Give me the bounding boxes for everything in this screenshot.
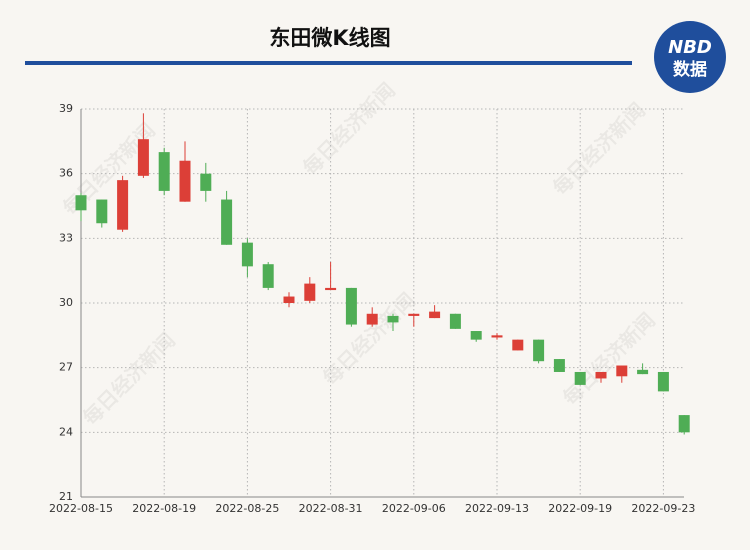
logo-top: NBD xyxy=(668,37,712,58)
candle-body xyxy=(491,335,503,338)
candle-body xyxy=(574,371,586,385)
x-tick-label: 2022-09-13 xyxy=(465,502,529,515)
candle-body xyxy=(117,180,129,230)
logo-bottom: 数据 xyxy=(673,59,707,80)
candle-body xyxy=(678,415,690,433)
candle-body xyxy=(512,339,524,351)
watermark: 每日经济新闻 xyxy=(78,328,180,430)
x-tick-label: 2022-09-19 xyxy=(548,502,612,515)
chart-title: 东田微K线图 xyxy=(269,26,390,50)
candle-body xyxy=(637,369,649,375)
y-tick-label: 33 xyxy=(59,231,73,244)
candle-body xyxy=(325,287,337,291)
watermark: 每日经济新闻 xyxy=(298,78,400,180)
candle-body xyxy=(595,371,607,379)
candle-body xyxy=(96,199,108,224)
candle-body xyxy=(616,365,628,377)
candle-body xyxy=(408,313,420,316)
candle-body xyxy=(241,242,253,267)
candle-body xyxy=(657,371,669,392)
y-tick-label: 21 xyxy=(59,490,73,503)
candle-body xyxy=(533,339,545,362)
x-tick-label: 2022-08-31 xyxy=(299,502,363,515)
x-tick-label: 2022-09-23 xyxy=(631,502,695,515)
candle-body xyxy=(200,173,212,191)
y-tick-label: 30 xyxy=(59,296,73,309)
y-tick-label: 27 xyxy=(59,361,73,374)
candle-body xyxy=(221,199,233,245)
candle-body xyxy=(449,313,461,329)
y-tick-label: 36 xyxy=(59,167,73,180)
candle-body xyxy=(429,311,441,319)
candle-body xyxy=(158,152,170,191)
watermark: 每日经济新闻 xyxy=(558,308,660,410)
candle-body xyxy=(262,264,274,288)
candle-body xyxy=(366,313,378,325)
title-rule xyxy=(25,61,632,65)
candle-body xyxy=(137,139,149,176)
candle-body xyxy=(553,359,565,372)
x-tick-label: 2022-08-19 xyxy=(132,502,196,515)
logo-badge xyxy=(654,21,726,93)
candle-body xyxy=(304,283,316,301)
y-tick-label: 39 xyxy=(59,102,73,115)
x-tick-label: 2022-08-15 xyxy=(49,502,113,515)
y-tick-label: 24 xyxy=(59,425,73,438)
x-tick-label: 2022-09-06 xyxy=(382,502,446,515)
candle-body xyxy=(179,160,191,202)
candle-body xyxy=(387,315,399,323)
candle-body xyxy=(283,296,295,303)
candle-body xyxy=(470,331,482,340)
x-tick-label: 2022-08-25 xyxy=(215,502,279,515)
candle-body xyxy=(345,287,357,325)
candle-body xyxy=(75,195,87,211)
watermark: 每日经济新闻 xyxy=(548,98,650,200)
